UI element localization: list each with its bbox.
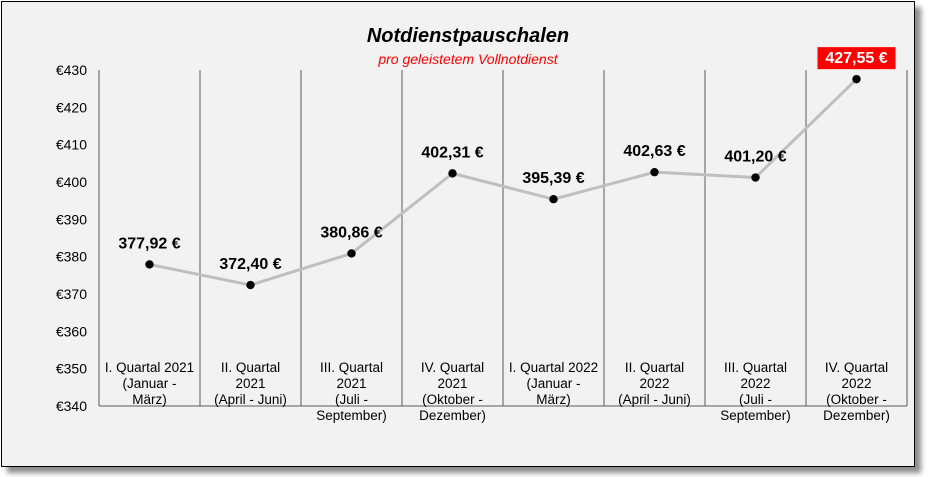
data-label: 380,86 € — [320, 224, 382, 241]
y-tick-label: €380 — [56, 249, 87, 265]
series-line — [149, 78, 858, 287]
data-label: 395,39 € — [522, 170, 584, 187]
data-point — [650, 167, 659, 177]
data-point — [852, 74, 861, 84]
x-category-label: I. Quartal 2022 (Januar -März) — [509, 360, 598, 407]
y-tick-label: €370 — [56, 286, 87, 302]
x-category-label: III. Quartal 2021 (Juli -September) — [316, 360, 387, 423]
data-point — [549, 195, 558, 204]
data-label: 402,63 € — [623, 143, 685, 160]
data-point — [751, 173, 760, 182]
y-tick-label: €390 — [56, 211, 87, 227]
x-category-label: IV. Quartal 2022 (Oktober -Dezember) — [823, 360, 890, 423]
data-label: 401,20 € — [724, 149, 786, 166]
chart-title: Notdienstpauschalen — [367, 25, 569, 47]
y-tick-label: €410 — [56, 137, 87, 153]
data-label: 427,55 € — [825, 50, 887, 67]
x-category-label: II. Quartal 2021 (April - Juni) — [214, 360, 287, 407]
x-category-label: I. Quartal 2021 (Januar -März) — [105, 360, 194, 407]
data-point — [246, 280, 255, 290]
chart-subtitle: pro geleistetem Vollnotdienst — [377, 51, 558, 67]
data-label: 402,31 € — [421, 144, 483, 161]
x-category-label: III. Quartal 2022 (Juli -September) — [720, 360, 791, 423]
y-tick-label: €400 — [56, 174, 87, 190]
data-point — [448, 169, 457, 178]
data-label: 372,40 € — [219, 256, 281, 273]
data-point — [145, 260, 154, 269]
x-category-label: IV. Quartal 2021 (Oktober -Dezember) — [419, 360, 486, 423]
y-tick-label: €340 — [56, 398, 87, 414]
plot-area: €340 €350 €360 €370 €380 €390 €400 €410 €420 €430… — [56, 47, 908, 423]
y-tick-label: €430 — [56, 62, 87, 78]
chart-frame — [1, 1, 915, 467]
data-point — [347, 249, 356, 258]
data-label: 377,92 € — [118, 235, 180, 252]
data-label-highlight-box — [817, 47, 896, 70]
y-tick-label: €420 — [56, 99, 87, 115]
y-tick-label: €350 — [56, 361, 87, 377]
y-tick-label: €360 — [56, 323, 87, 339]
x-category-label: II. Quartal 2022 (April - Juni) — [618, 360, 691, 407]
